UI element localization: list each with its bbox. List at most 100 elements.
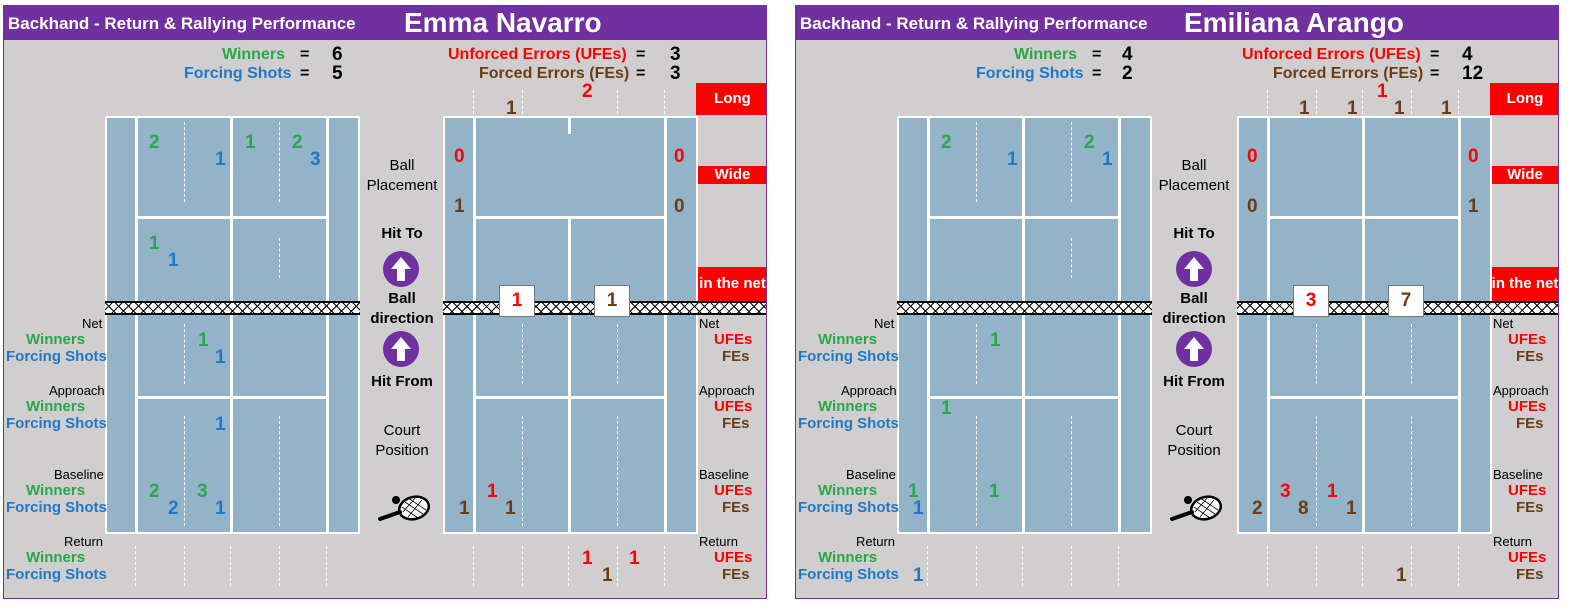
row-label-baseline: Baseline [699,467,749,482]
arrow-up-icon [383,331,419,367]
wide-fe-right: 1 [1468,196,1479,217]
row-label-net: Net [1493,316,1514,331]
ufes-short-label: UFEs [714,482,753,499]
long-fe-3: 1 [1394,98,1405,119]
ball-placement-legend: Ball Placement [366,157,438,194]
row-label-approach: Approach [841,383,897,398]
ufe-count: 1 [582,548,593,569]
row-label-net: Net [82,316,103,331]
ufes-total: 4 [1462,44,1473,65]
forcing-count: 1 [215,149,226,170]
ball-placement-legend: Ball Placement [1158,157,1230,194]
forcing-count: 1 [1102,149,1113,170]
winners-label: Winners [26,482,86,499]
panel-subtitle: Backhand - Return & Rallying Performance [8,14,356,33]
fes-short-label: FEs [1516,499,1544,516]
long-ufe: 1 [1377,81,1388,102]
forcing-count: 1 [215,498,226,519]
fes-short-label: FEs [722,415,750,432]
net-fe-box: 1 [594,285,630,317]
winner-count: 1 [908,481,919,502]
row-label-baseline: Baseline [1493,467,1543,482]
ufes-short-label: UFEs [1508,331,1547,348]
fe-count: 1 [602,565,613,586]
forcing-label: Forcing Shots [798,348,899,365]
winner-count: 3 [197,481,208,502]
row-label-approach: Approach [699,383,755,398]
row-label-approach: Approach [49,383,105,398]
racket-icon [1170,492,1224,527]
fes-label: Forced Errors (FEs) [479,65,630,82]
ball-direction-label: Ball direction [370,290,434,327]
ufes-short-label: UFEs [1508,549,1547,566]
ufe-count: 1 [629,548,640,569]
net-ufe-box: 3 [1293,285,1329,317]
net-fe-box: 7 [1388,285,1424,317]
court-position-legend: Court Position [1167,422,1221,459]
winner-count: 1 [149,233,160,254]
long-fe-2: 1 [506,98,517,119]
winners-total: 4 [1122,44,1133,65]
forcing-count: 1 [215,414,226,435]
fes-short-label: FEs [722,566,750,583]
eq-sign: = [1092,46,1102,63]
forcing-count: 2 [168,498,179,519]
fe-count: 2 [1252,498,1263,519]
row-label-return: Return [856,534,896,549]
row-label-return: Return [699,534,739,549]
winner-count: 1 [245,132,256,153]
wide-label: Wide [1490,166,1558,184]
winners-label: Winners [222,46,285,63]
fes-short-label: FEs [722,348,750,365]
row-label-net: Net [874,316,895,331]
eq-sign: = [1430,46,1440,63]
player-name: Emiliana Arango [1184,7,1404,38]
forcing-label: Forcing Shots [798,415,899,432]
racket-icon [378,492,432,527]
forcing-label: Forcing Shots [976,65,1084,82]
eq-sign: = [1092,65,1102,82]
fe-count: 8 [1298,498,1309,519]
player-panel-left: Backhand - Return & Rallying Performance… [3,5,767,599]
ball-direction-label: Ball direction [1162,290,1226,327]
winners-label: Winners [818,549,878,566]
ufes-short-label: UFEs [1508,398,1547,415]
winner-count: 1 [990,330,1001,351]
long-fe-2: 1 [1347,98,1358,119]
eq-sign: = [1430,65,1440,82]
row-label-return: Return [1493,534,1533,549]
winners-label: Winners [26,549,86,566]
winner-count: 2 [149,481,160,502]
winner-count: 1 [941,398,952,419]
winners-label: Winners [1014,46,1077,63]
arrow-up-icon [1176,251,1212,287]
forcing-label: Forcing Shots [6,348,107,365]
winner-count: 2 [1084,132,1095,153]
player-name: Emma Navarro [404,7,602,38]
row-label-return: Return [64,534,104,549]
row-label-baseline: Baseline [846,467,896,482]
fes-total: 3 [670,63,681,84]
net [105,301,360,315]
in-the-net-label: in the net [1490,267,1558,301]
fes-short-label: FEs [722,499,750,516]
forcing-count: 1 [215,347,226,368]
winner-count: 2 [292,132,303,153]
forcing-count: 1 [913,498,924,519]
fes-short-label: FEs [1516,348,1544,365]
forcing-count: 1 [913,565,924,586]
wide-fe-left: 0 [1247,196,1258,217]
forcing-total: 2 [1122,63,1133,84]
fes-short-label: FEs [1516,566,1544,583]
winner-count: 2 [149,132,160,153]
panel-header: Backhand - Return & Rallying Performance… [796,6,1558,40]
net-ufe-box: 1 [499,285,535,317]
fe-count: 1 [505,498,516,519]
row-label-approach: Approach [1493,383,1549,398]
wide-ufe-left: 0 [454,146,465,167]
winner-count: 2 [941,132,952,153]
panel-header: Backhand - Return & Rallying Performance… [4,6,766,40]
fes-total: 12 [1462,63,1484,84]
ufes-short-label: UFEs [1508,482,1547,499]
winners-label: Winners [818,331,878,348]
